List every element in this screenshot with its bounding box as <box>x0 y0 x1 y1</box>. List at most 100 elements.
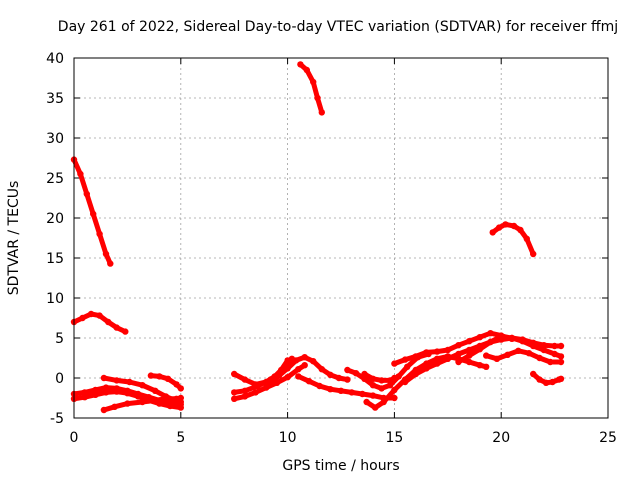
y-tick-label: -5 <box>50 411 64 427</box>
data-point <box>231 389 238 396</box>
data-point <box>177 385 184 392</box>
data-point <box>241 387 249 394</box>
data-point <box>378 385 385 392</box>
data-point <box>139 382 146 389</box>
data-point <box>508 334 516 342</box>
data-point <box>455 342 462 349</box>
data-point <box>466 358 473 366</box>
data-point <box>79 314 86 322</box>
data-point <box>363 398 370 406</box>
series-line <box>297 61 325 115</box>
y-tick-label: 25 <box>46 171 64 187</box>
data-point <box>252 381 259 388</box>
data-point <box>173 381 180 388</box>
data-point <box>77 170 84 178</box>
x-tick-label: 20 <box>492 430 510 446</box>
data-point <box>177 404 184 411</box>
data-point <box>284 357 291 364</box>
data-point <box>96 230 103 238</box>
x-tick-label: 25 <box>599 430 617 446</box>
data-point <box>423 349 430 356</box>
data-point <box>557 358 565 366</box>
data-point <box>530 342 537 350</box>
series-line <box>344 351 432 391</box>
data-point <box>105 318 112 326</box>
data-point <box>510 222 518 230</box>
y-tick-label: 40 <box>46 51 64 67</box>
data-point <box>386 382 394 389</box>
data-point <box>359 390 366 398</box>
data-point <box>391 394 398 402</box>
data-point <box>433 348 441 355</box>
x-tick-label: 5 <box>176 430 185 446</box>
data-point <box>557 353 565 360</box>
data-point <box>111 403 118 410</box>
data-point <box>310 358 317 365</box>
data-point <box>344 366 351 374</box>
data-point <box>92 391 99 398</box>
data-point <box>391 360 398 367</box>
data-point <box>252 389 259 396</box>
data-point <box>113 377 120 384</box>
data-point <box>162 395 169 402</box>
data-point <box>124 400 131 407</box>
y-axis-label: SDTVAR / TECUs <box>6 181 22 296</box>
data-point <box>523 235 530 242</box>
series-arc-3 <box>297 61 325 116</box>
y-tick-label: 0 <box>55 371 64 387</box>
data-point <box>295 373 302 380</box>
data-point <box>557 342 565 350</box>
data-point <box>297 61 304 68</box>
x-tick-label: 0 <box>70 430 79 446</box>
data-point <box>536 376 543 383</box>
data-point <box>551 342 558 350</box>
data-point <box>96 312 103 319</box>
data-point <box>126 378 133 386</box>
data-point <box>124 390 131 397</box>
data-point <box>231 370 238 378</box>
y-tick-label: 30 <box>46 131 64 147</box>
data-point <box>444 346 451 354</box>
data-point <box>517 226 524 234</box>
data-point <box>466 338 473 345</box>
series-arc-16 <box>361 370 398 384</box>
data-point <box>301 354 308 361</box>
data-point <box>301 362 308 369</box>
data-point <box>380 398 387 406</box>
data-point <box>152 397 159 404</box>
data-point <box>530 250 537 258</box>
data-point <box>493 355 501 362</box>
data-point <box>337 387 345 394</box>
data-point <box>310 78 317 86</box>
data-point <box>122 328 129 335</box>
data-point <box>495 224 503 231</box>
data-point <box>372 404 379 411</box>
data-point <box>102 384 110 391</box>
series-arc-2 <box>70 310 129 335</box>
y-tick-label: 15 <box>46 251 64 267</box>
data-point <box>483 363 490 370</box>
data-point <box>483 352 490 359</box>
data-point <box>344 376 351 383</box>
x-axis-label: GPS time / hours <box>282 458 399 474</box>
data-point <box>113 324 120 331</box>
series-arc-1 <box>70 156 114 267</box>
data-point <box>81 394 88 401</box>
x-axis-tick-labels: 0 5 10 15 20 25 <box>70 430 617 446</box>
series-arc-8 <box>147 372 184 392</box>
series-arc-22 <box>530 370 565 386</box>
data-point <box>391 374 398 382</box>
data-point <box>90 210 97 218</box>
data-point <box>113 388 120 395</box>
data-point <box>391 386 398 394</box>
data-point <box>519 338 526 345</box>
data-point <box>314 94 321 102</box>
data-point <box>444 355 451 362</box>
x-tick-label: 10 <box>279 430 297 446</box>
data-point <box>540 346 548 354</box>
data-point <box>318 109 325 116</box>
data-point <box>433 360 441 367</box>
data-point <box>284 374 291 381</box>
data-point <box>401 378 409 386</box>
